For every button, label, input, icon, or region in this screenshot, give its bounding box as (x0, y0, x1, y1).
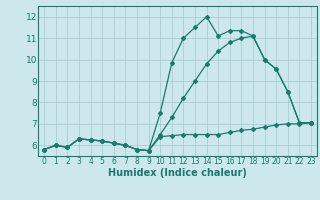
X-axis label: Humidex (Indice chaleur): Humidex (Indice chaleur) (108, 168, 247, 178)
